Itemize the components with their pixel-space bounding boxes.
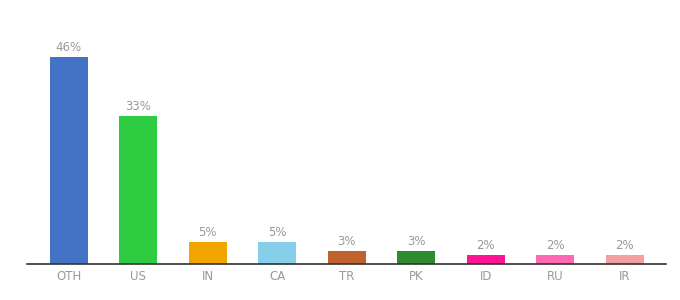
Bar <box>397 250 435 264</box>
Bar <box>258 242 296 264</box>
Text: 33%: 33% <box>125 100 152 113</box>
Text: 2%: 2% <box>477 239 495 252</box>
Bar <box>466 255 505 264</box>
Bar <box>50 57 88 264</box>
Text: 2%: 2% <box>615 239 634 252</box>
Text: 5%: 5% <box>268 226 286 239</box>
Bar <box>189 242 227 264</box>
Bar <box>606 255 644 264</box>
Text: 46%: 46% <box>56 41 82 54</box>
Text: 5%: 5% <box>199 226 217 239</box>
Bar <box>328 250 366 264</box>
Text: 3%: 3% <box>337 235 356 248</box>
Bar <box>536 255 575 264</box>
Text: 3%: 3% <box>407 235 426 248</box>
Text: 2%: 2% <box>546 239 564 252</box>
Bar <box>119 116 158 264</box>
